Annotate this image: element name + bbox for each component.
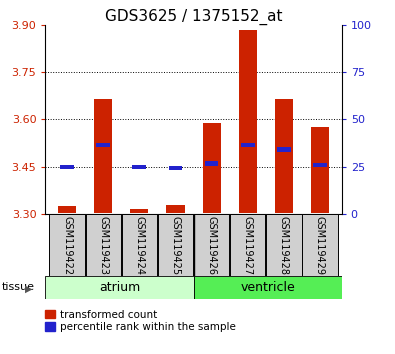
Text: GSM119427: GSM119427: [243, 216, 253, 275]
Title: GDS3625 / 1375152_at: GDS3625 / 1375152_at: [105, 8, 282, 25]
Bar: [302, 214, 338, 276]
Text: GSM119422: GSM119422: [62, 216, 72, 275]
Bar: [158, 214, 193, 276]
Bar: [60, 165, 74, 169]
Bar: [86, 214, 121, 276]
Text: tissue: tissue: [2, 282, 35, 292]
Bar: [132, 165, 146, 169]
Text: GSM119426: GSM119426: [207, 216, 216, 275]
Bar: [241, 143, 255, 147]
Text: GSM119423: GSM119423: [98, 216, 108, 275]
Text: ▶: ▶: [25, 284, 32, 293]
Bar: [277, 147, 291, 152]
Bar: [45, 276, 194, 299]
Bar: [169, 166, 182, 170]
Bar: [122, 214, 157, 276]
Bar: [239, 29, 257, 213]
Bar: [194, 276, 342, 299]
Text: GSM119425: GSM119425: [171, 216, 181, 275]
Bar: [49, 214, 85, 276]
Text: GSM119428: GSM119428: [279, 216, 289, 275]
Legend: transformed count, percentile rank within the sample: transformed count, percentile rank withi…: [45, 310, 236, 332]
Bar: [275, 99, 293, 213]
Text: atrium: atrium: [99, 281, 140, 294]
Bar: [313, 163, 327, 167]
Bar: [230, 214, 265, 276]
Bar: [130, 210, 149, 213]
Bar: [194, 214, 229, 276]
Text: ventricle: ventricle: [240, 281, 295, 294]
Bar: [96, 143, 110, 147]
Bar: [94, 99, 112, 213]
Bar: [266, 214, 301, 276]
Bar: [311, 127, 329, 213]
Bar: [205, 161, 218, 166]
Text: GSM119424: GSM119424: [134, 216, 144, 275]
Bar: [58, 206, 76, 213]
Bar: [166, 205, 184, 213]
Text: GSM119429: GSM119429: [315, 216, 325, 275]
Bar: [203, 122, 221, 213]
